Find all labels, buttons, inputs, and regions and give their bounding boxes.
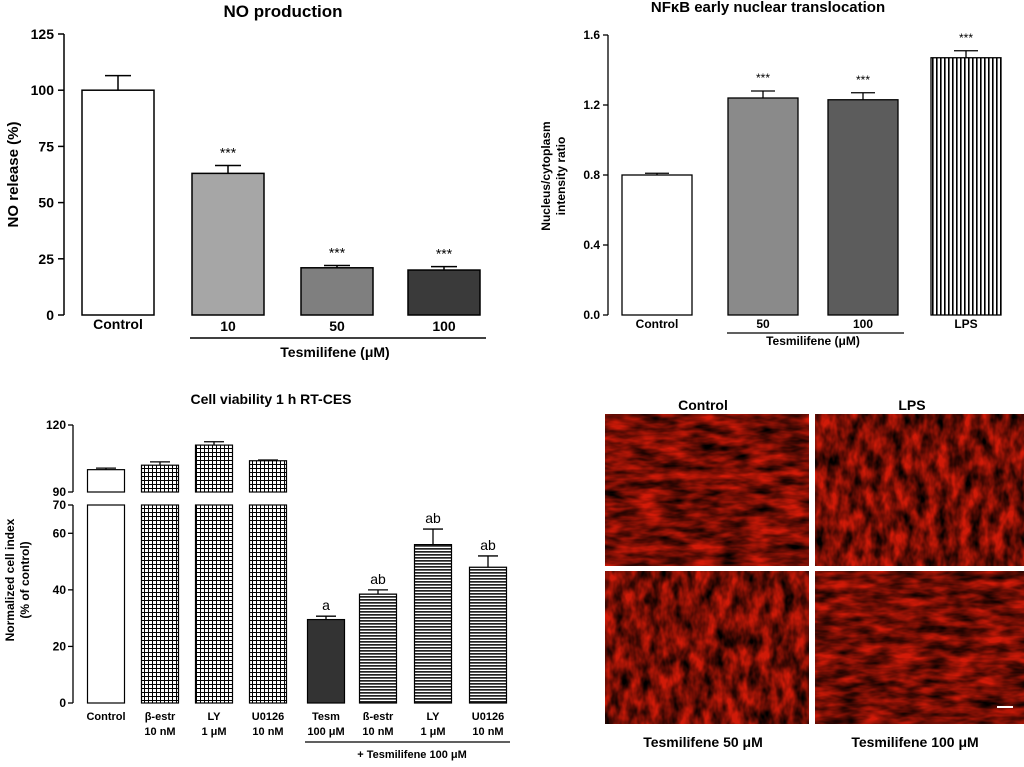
- x-tick-label: 100: [853, 317, 873, 331]
- significance-label: ab: [425, 510, 441, 526]
- group-label: Tesmilifene (μM): [766, 334, 860, 348]
- micrograph-tesmilifene-50: [605, 571, 809, 724]
- y-tick-label: 0: [59, 696, 66, 710]
- x-tick-label: Control: [93, 316, 143, 332]
- y-axis-label-line1: Nucleus/cytoplasm: [539, 121, 553, 230]
- bar-lower: [140, 504, 180, 704]
- x-tick-label: ß-estr: [363, 711, 394, 723]
- y-tick-label: 70: [53, 498, 67, 512]
- x-tick-label: U0126: [252, 711, 284, 723]
- bar: [191, 172, 265, 316]
- y-tick-label: 125: [31, 26, 55, 42]
- bar-lower: [248, 504, 288, 704]
- x-tick-sublabel: 100 μM: [307, 726, 344, 738]
- micrograph-label-control: Control: [678, 397, 728, 413]
- bar-upper: [248, 460, 288, 493]
- significance-label: ab: [370, 571, 386, 587]
- y-tick-label: 100: [31, 82, 55, 98]
- x-tick-label: β-estr: [145, 711, 176, 723]
- y-tick-label: 1.6: [583, 28, 600, 42]
- y-tick-label: 20: [53, 639, 67, 653]
- x-tick-sublabel: 1 μM: [420, 726, 445, 738]
- bar-lower: [194, 504, 234, 704]
- micrograph-panel: Control LPS Tesmilifene 50 μM Tesmilifen…: [605, 390, 1024, 762]
- significance-label: ***: [856, 73, 870, 87]
- significance-label: ***: [220, 145, 237, 161]
- x-tick-sublabel: 10 nM: [362, 726, 393, 738]
- y-tick-label: 40: [53, 583, 67, 597]
- x-tick-label: 50: [329, 318, 345, 334]
- x-tick-sublabel: 10 nM: [144, 726, 175, 738]
- bar: [300, 267, 374, 316]
- y-tick-label: 25: [38, 251, 54, 267]
- micrograph-tesmilifene-100: [815, 571, 1024, 724]
- x-tick-label: LY: [207, 711, 221, 723]
- y-tick-label: 0: [46, 307, 54, 323]
- bar-lower: [86, 504, 126, 704]
- x-tick-sublabel: 10 nM: [472, 726, 503, 738]
- chart-b-title: NFκB early nuclear translocation: [651, 0, 885, 16]
- cell-viability-chart: Cell viability 1 h RT-CES 90 120 0 20 40 60 70 N…: [3, 391, 510, 761]
- x-tick-label: LPS: [954, 317, 977, 331]
- bar: [81, 89, 155, 316]
- x-tick-label: U0126: [472, 711, 504, 723]
- y-axis-label-line2: (% of control): [18, 541, 32, 618]
- x-tick-label: Tesm: [312, 711, 340, 723]
- x-tick-label: 10: [220, 318, 236, 334]
- chart-c-title: Cell viability 1 h RT-CES: [190, 391, 351, 407]
- micrograph-lps: [815, 414, 1024, 566]
- x-tick-label: 100: [432, 318, 456, 334]
- significance-label: ***: [436, 246, 453, 262]
- x-tick-label: LY: [426, 711, 440, 723]
- micrograph-label-tesmilifene-50: Tesmilifene 50 μM: [643, 734, 763, 750]
- y-tick-label: 120: [46, 418, 66, 432]
- bar: [727, 97, 799, 316]
- y-tick-label: 1.2: [583, 98, 600, 112]
- y-tick-label: 75: [38, 138, 54, 154]
- y-tick-label: 60: [53, 526, 67, 540]
- bar: [468, 566, 508, 704]
- bar-upper: [194, 444, 234, 493]
- significance-label: ***: [329, 245, 346, 261]
- bar: [827, 99, 899, 316]
- nfkb-translocation-chart: NFκB early nuclear translocation 0.0 0.4 0.…: [539, 0, 1002, 348]
- micrograph-grid: Control LPS Tesmilifene 50 μM Tesmilifen…: [605, 397, 1024, 750]
- bar: [306, 618, 346, 704]
- group-label: Tesmilifene (μM): [280, 344, 389, 360]
- significance-label: ***: [959, 31, 973, 45]
- no-production-chart: NO production 0 25 50 75 100 125 NO release (%)…: [5, 2, 486, 360]
- bar: [407, 269, 481, 316]
- y-tick-label: 0.8: [583, 168, 600, 182]
- x-tick-sublabel: 1 μM: [201, 726, 226, 738]
- significance-label: ***: [756, 71, 770, 85]
- micrograph-label-lps: LPS: [898, 397, 925, 413]
- significance-label: a: [322, 597, 330, 613]
- micrograph-label-tesmilifene-100: Tesmilifene 100 μM: [851, 734, 978, 750]
- x-tick-label: Control: [636, 317, 679, 331]
- bar-upper: [86, 469, 126, 493]
- y-axis-label-line2: intensity ratio: [554, 137, 568, 216]
- bar: [358, 593, 398, 704]
- y-axis-label-line1: Normalized cell index: [3, 518, 17, 641]
- micrograph-control: [605, 414, 809, 566]
- x-tick-sublabel: 10 nM: [252, 726, 283, 738]
- y-tick-label: 0.4: [583, 238, 600, 252]
- y-tick-label: 50: [38, 195, 54, 211]
- y-tick-label: 90: [53, 485, 67, 499]
- y-axis-label: NO release (%): [5, 122, 22, 228]
- x-tick-label: Control: [86, 711, 125, 723]
- bar: [621, 174, 693, 316]
- bar: [413, 544, 453, 704]
- bar-upper: [140, 464, 180, 493]
- chart-a-title: NO production: [224, 2, 343, 21]
- x-tick-label: 50: [756, 317, 770, 331]
- y-tick-label: 0.0: [583, 308, 600, 322]
- bar: [930, 57, 1002, 316]
- significance-label: ab: [480, 537, 496, 553]
- group-label: + Tesmilifene 100 μM: [357, 749, 467, 761]
